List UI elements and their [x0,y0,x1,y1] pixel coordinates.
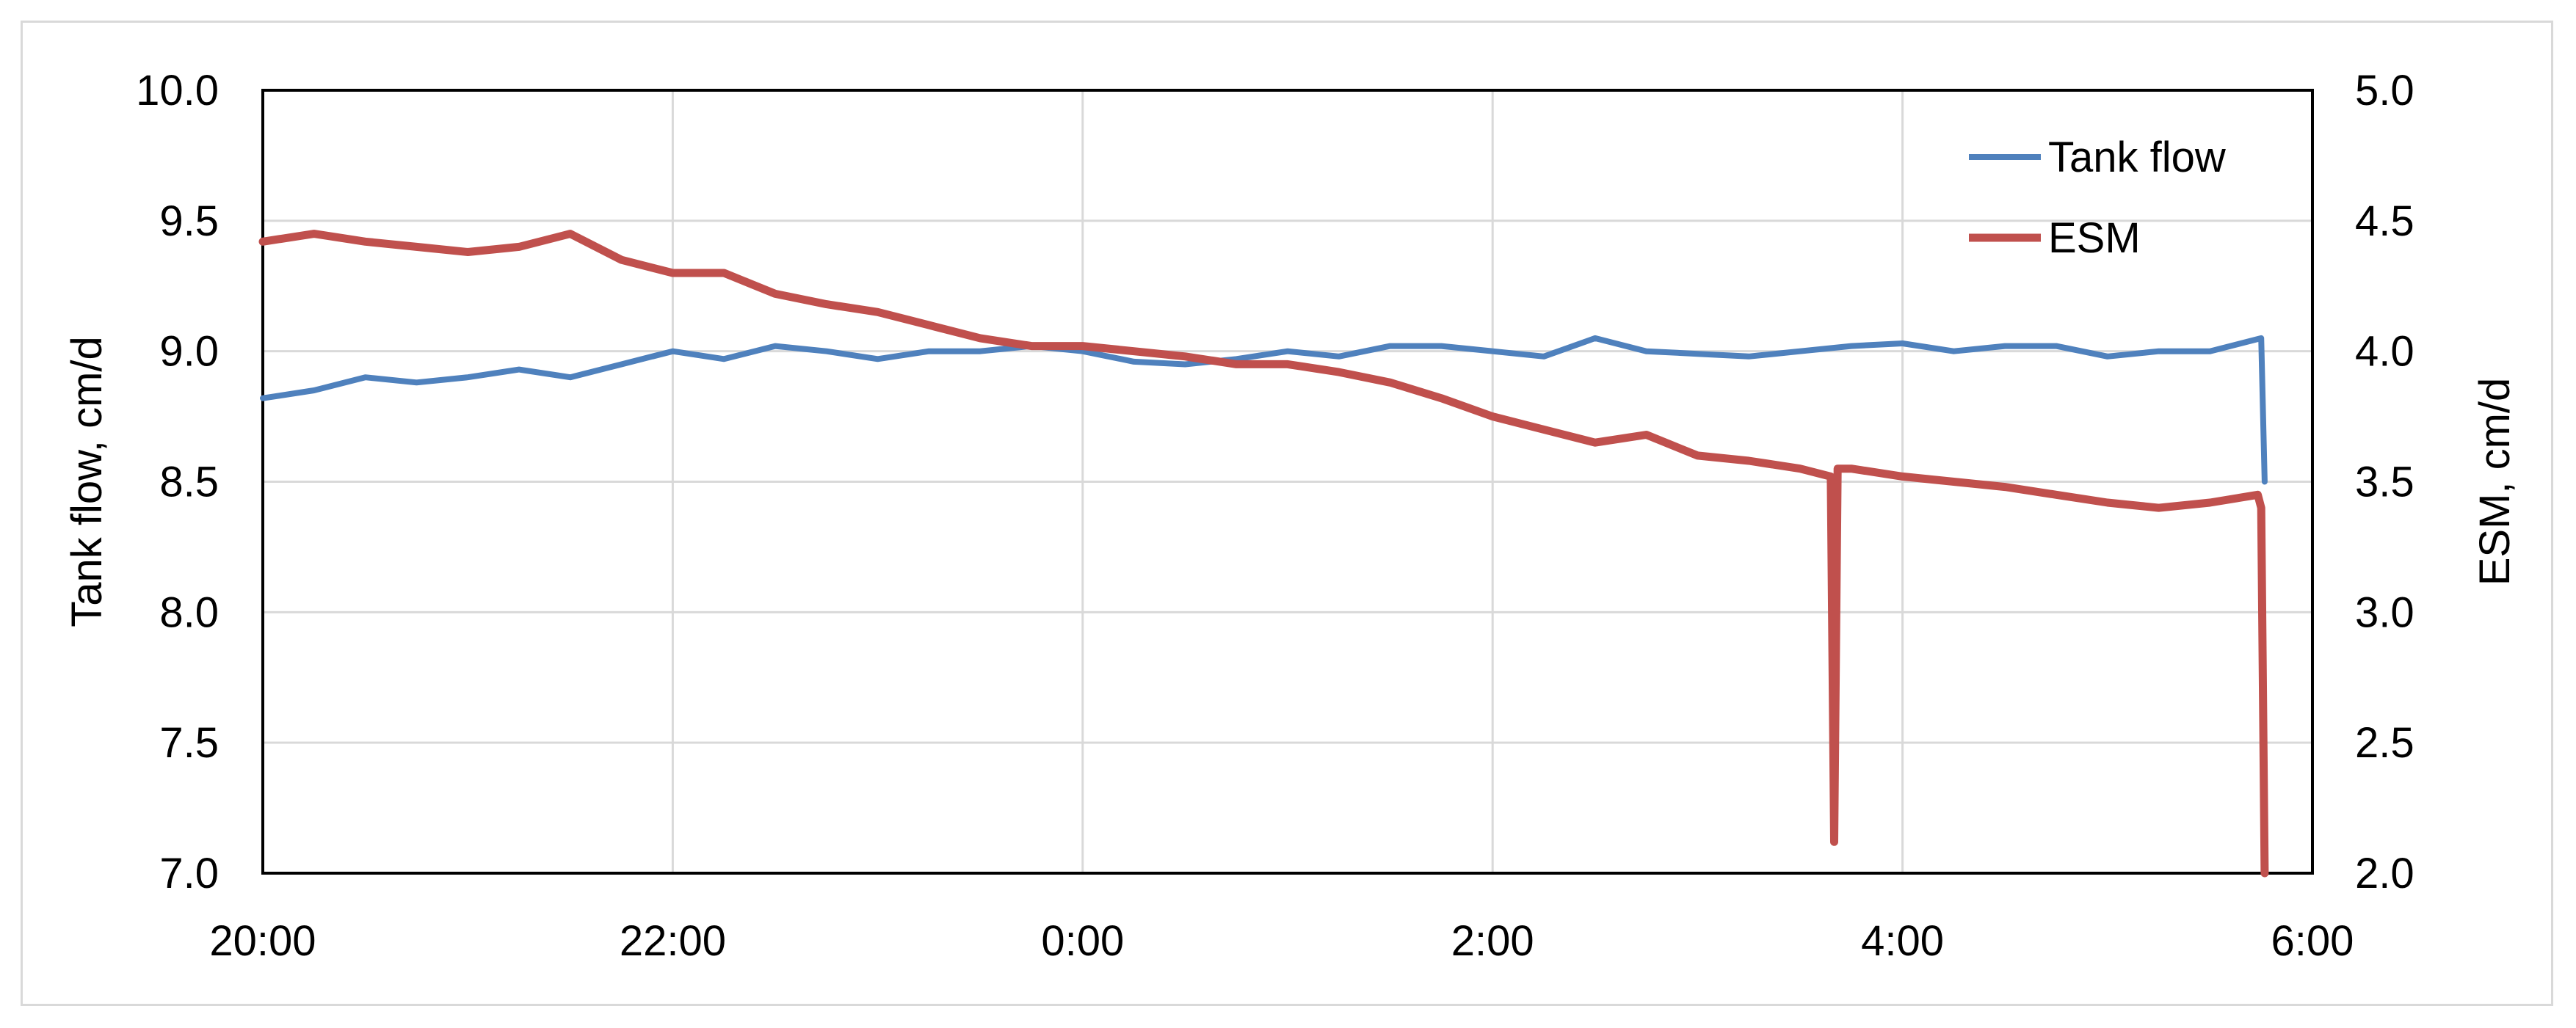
x-axis-ticks: 20:00 22:00 0:00 2:00 4:00 6:00 [209,917,2354,965]
gridlines [261,89,2314,875]
y-axis-title-left: Tank flow, cm/d [63,336,111,627]
x-tick-label: 6:00 [2271,917,2354,965]
right-tick-label: 5.0 [2355,67,2414,114]
left-tick-label: 8.0 [159,588,219,636]
legend-label: Tank flow [2048,134,2227,181]
legend-label: ESM [2048,214,2141,262]
left-tick-label: 7.0 [159,850,219,897]
x-tick-label: 4:00 [1861,917,1944,965]
x-tick-label: 22:00 [620,917,726,965]
left-tick-label: 10.0 [136,67,219,114]
left-tick-label: 7.5 [159,719,219,767]
y-axis-title-right: ESM, cm/d [2471,378,2519,586]
right-tick-label: 4.0 [2355,328,2414,376]
series-line-esm [258,230,2269,878]
x-tick-label: 20:00 [209,917,316,965]
legend: Tank flow ESM [1969,134,2227,262]
right-tick-label: 2.5 [2355,719,2414,767]
left-tick-label: 9.0 [159,328,219,376]
right-tick-label: 2.0 [2355,850,2414,897]
x-tick-label: 0:00 [1041,917,1124,965]
x-tick-label: 2:00 [1451,917,1534,965]
plot-area-border [261,89,2314,875]
right-tick-label: 4.5 [2355,197,2414,245]
right-tick-label: 3.5 [2355,459,2414,506]
chart-frame [21,21,2553,1006]
left-tick-label: 8.5 [159,459,219,506]
series-line-tank-flow [260,335,2268,485]
left-axis-ticks: 7.0 7.5 8.0 8.5 9.0 9.5 10.0 [136,67,219,897]
series-layer [258,230,2269,878]
left-tick-label: 9.5 [159,197,219,245]
right-axis-ticks: 2.0 2.5 3.0 3.5 4.0 4.5 5.0 [2355,67,2414,897]
right-tick-label: 3.0 [2355,588,2414,636]
